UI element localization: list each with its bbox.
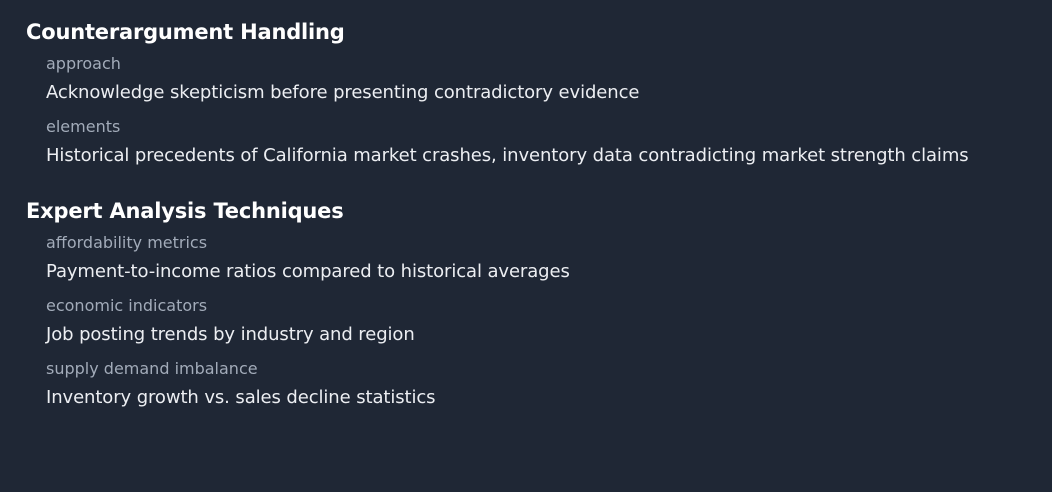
item-key: affordability metrics: [46, 233, 208, 252]
list-item-elements: elements Historical precedents of Califo…: [46, 115, 1026, 173]
item-value: Historical precedents of California mark…: [46, 145, 969, 166]
list-item-affordability-metrics: affordability metrics Payment-to-income …: [46, 231, 1026, 289]
section-title: Expert Analysis Techniques: [26, 199, 344, 223]
item-key: supply demand imbalance: [46, 359, 258, 378]
section-title: Counterargument Handling: [26, 20, 345, 44]
item-value: Acknowledge skepticism before presenting…: [46, 82, 640, 103]
section-item-list: affordability metrics Payment-to-income …: [26, 231, 1026, 415]
list-item-approach: approach Acknowledge skepticism before p…: [46, 52, 1026, 110]
item-value: Payment-to-income ratios compared to his…: [46, 261, 570, 282]
item-value: Inventory growth vs. sales decline stati…: [46, 387, 436, 408]
item-key: economic indicators: [46, 296, 208, 315]
section-item-list: approach Acknowledge skepticism before p…: [26, 52, 1026, 173]
item-value: Job posting trends by industry and regio…: [46, 324, 415, 345]
section-counterargument-handling: Counterargument Handling approach Acknow…: [26, 18, 1026, 173]
item-key: elements: [46, 117, 121, 136]
list-item-economic-indicators: economic indicators Job posting trends b…: [46, 294, 1026, 352]
list-item-supply-demand-imbalance: supply demand imbalance Inventory growth…: [46, 357, 1026, 415]
item-key: approach: [46, 54, 121, 73]
section-expert-analysis-techniques: Expert Analysis Techniques affordability…: [26, 197, 1026, 415]
